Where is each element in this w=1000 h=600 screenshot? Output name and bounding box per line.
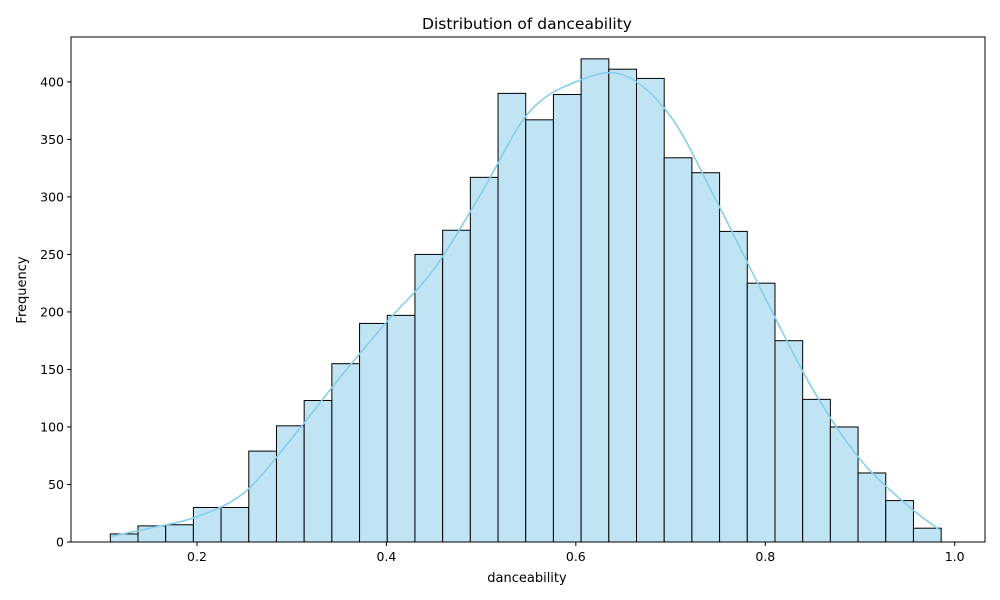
- kde-curve: [111, 71, 941, 538]
- x-tick-label: 0.4: [376, 549, 396, 564]
- histogram-bar: [497, 92, 527, 543]
- histogram-bar: [580, 58, 610, 543]
- histogram-bar: [165, 524, 194, 543]
- y-tick-label: 200: [40, 304, 64, 319]
- chart-title: Distribution of danceability: [422, 15, 632, 33]
- histogram-bar: [829, 426, 859, 543]
- histogram-bar: [746, 282, 776, 543]
- x-tick-label: 0.8: [755, 549, 775, 564]
- histogram-bar: [331, 363, 361, 543]
- y-tick-label: 100: [40, 419, 64, 434]
- y-axis-title: Frequency: [15, 256, 30, 323]
- x-tick-label: 0.6: [566, 549, 586, 564]
- histogram-bar: [636, 77, 665, 543]
- histogram-bar: [719, 230, 748, 543]
- y-tick-label: 150: [40, 362, 64, 377]
- histogram-bar: [414, 253, 444, 543]
- y-axis-ticks: 0 50 100 150 200 250 300 350 400: [40, 74, 71, 550]
- histogram-bar: [386, 314, 416, 543]
- histogram-bar: [774, 340, 804, 543]
- plot-frame: [70, 36, 986, 543]
- y-tick-label: 300: [40, 189, 64, 204]
- histogram-bar: [663, 157, 693, 543]
- x-tick-label: 0.2: [187, 549, 207, 564]
- histogram-bar: [552, 94, 582, 543]
- histogram-bar: [248, 450, 277, 543]
- histogram-bar: [442, 229, 471, 543]
- histogram-bar: [857, 472, 887, 543]
- histogram-bar: [303, 400, 333, 543]
- x-axis-ticks: 0.2 0.4 0.6 0.8 1.0: [187, 542, 965, 564]
- histogram-bar: [469, 176, 499, 543]
- histogram-bar: [691, 172, 721, 543]
- x-axis-title: danceability: [487, 571, 567, 586]
- y-tick-label: 250: [40, 247, 64, 262]
- histogram-bar: [802, 398, 831, 543]
- histogram-bar: [608, 68, 638, 543]
- x-tick-label: 1.0: [945, 549, 965, 564]
- histogram-bar: [220, 506, 250, 543]
- histogram-bars: [109, 58, 942, 543]
- histogram-bar: [275, 425, 305, 543]
- y-tick-label: 400: [40, 74, 64, 89]
- histogram-bar: [525, 119, 554, 543]
- y-tick-label: 350: [40, 132, 64, 147]
- histogram-bar: [359, 322, 388, 543]
- y-tick-label: 50: [48, 477, 64, 492]
- histogram-bar: [912, 527, 942, 543]
- y-tick-label: 0: [56, 535, 64, 550]
